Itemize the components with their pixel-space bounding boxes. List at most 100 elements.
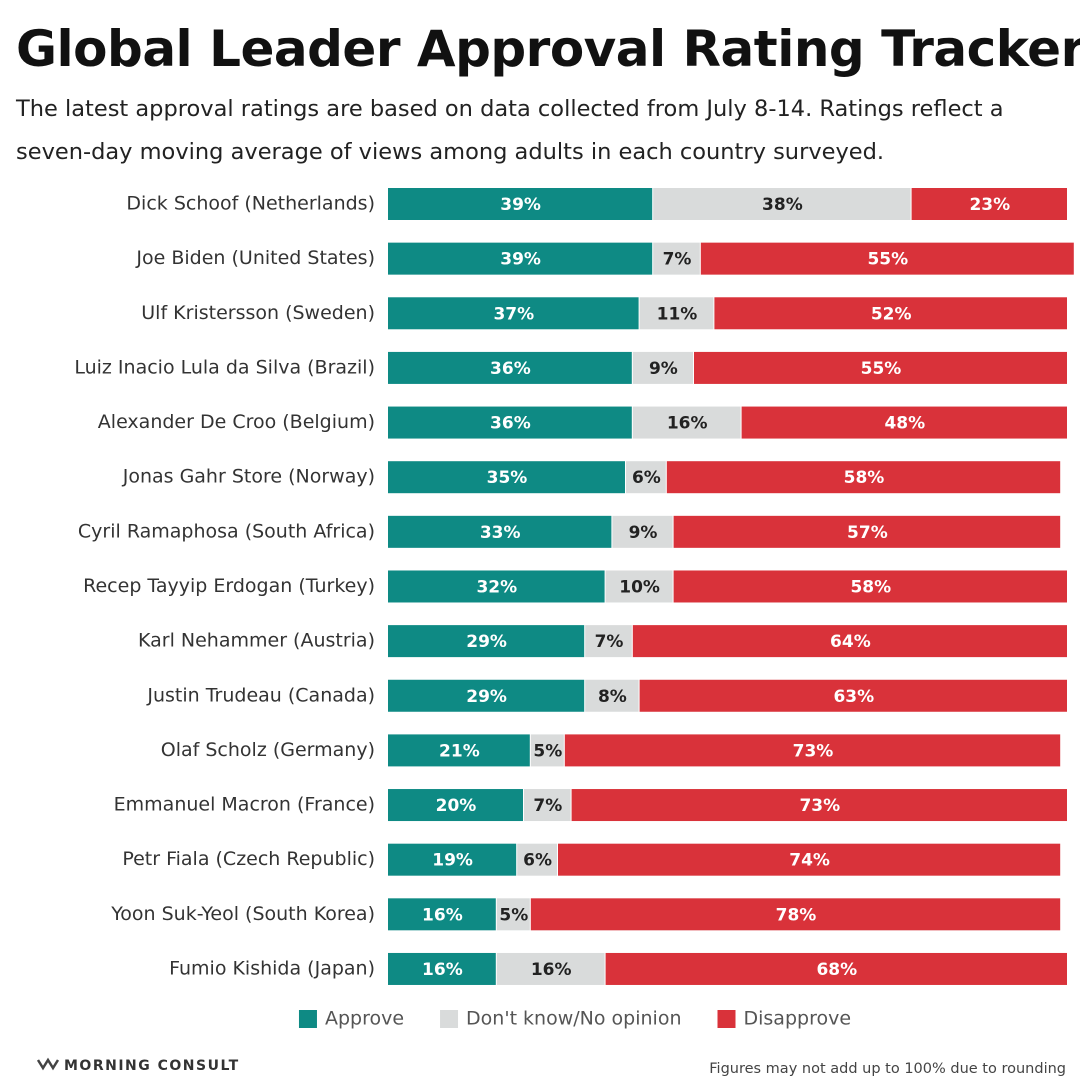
legend-label: Approve [325,1008,404,1030]
bar-segment [496,952,605,985]
value-label: 16% [667,414,708,434]
value-label: 7% [533,796,562,816]
bar-segment [530,734,564,767]
value-label: 48% [884,414,925,434]
bar-segment [714,297,1067,330]
bar-segment [639,297,714,330]
value-label: 8% [598,687,627,707]
value-label: 55% [867,250,908,270]
bar-segment [388,952,496,985]
value-label: 7% [595,632,624,652]
note: Figures may not add up to 100% due to ro… [709,1061,1066,1077]
category-label: Joe Biden (United States) [135,247,375,269]
bar-segment [673,570,1067,603]
bar-segment [585,679,639,712]
category-label: Petr Fiala (Czech Republic) [122,848,375,870]
value-label: 57% [847,523,888,543]
bar-segment [741,406,1067,439]
value-label: 9% [649,359,678,379]
bar-segment [388,898,496,931]
bar-segment [666,461,1061,494]
value-label: 73% [793,741,834,761]
bar-segment [632,406,741,439]
value-label: 29% [466,687,507,707]
bar-segment [388,242,653,275]
bar-segment [388,351,632,384]
bar-segment [558,843,1061,876]
value-label: 10% [619,577,660,597]
bar-segment [700,242,1074,275]
category-label: Cyril Ramaphosa (South Africa) [78,520,375,542]
category-label: Justin Trudeau (Canada) [146,684,375,706]
bar-segment [530,898,1061,931]
bar-segment [388,570,605,603]
bar-segment [639,679,1067,712]
source: MORNING CONSULT [64,1058,240,1074]
bar-segment [388,297,639,330]
value-label: 6% [523,851,552,871]
legend-swatch [440,1010,459,1028]
logo-mark [36,1057,60,1071]
bar-segment [632,625,1067,658]
value-label: 16% [422,960,463,980]
value-label: 6% [632,468,661,488]
bar-segment [388,461,625,494]
value-label: 39% [500,250,541,270]
value-label: 36% [490,414,531,434]
category-label: Luiz Inacio Lula da Silva (Brazil) [74,356,375,378]
category-label: Fumio Kishida (Japan) [169,957,375,979]
bar-segment [673,515,1061,548]
bar-segment [388,734,530,767]
value-label: 74% [789,851,830,871]
bar-segment [388,625,585,658]
category-label: Jonas Gahr Store (Norway) [122,466,375,488]
value-label: 58% [844,468,885,488]
bar-segment [626,461,666,494]
chart-title: Global Leader Approval Rating Tracker [16,20,1080,78]
bar-segment [605,570,673,603]
bar-segment [524,789,571,822]
legend-swatch [298,1010,317,1028]
value-label: 33% [480,523,521,543]
value-label: 9% [629,523,658,543]
value-label: 39% [500,195,541,215]
value-label: 35% [487,468,528,488]
legend-label: Disapprove [744,1008,852,1030]
category-label: Karl Nehammer (Austria) [138,630,375,652]
value-label: 37% [493,304,534,324]
value-label: 58% [850,577,891,597]
bar-segment [612,515,673,548]
bar-segment [653,242,700,275]
bar-segment [517,843,557,876]
category-label: Yoon Suk-Yeol (South Korea) [110,903,375,925]
legend-label: Don't know/No opinion [466,1008,681,1030]
bar-segment [388,789,523,822]
bar-segment [694,351,1067,384]
category-label: Ulf Kristersson (Sweden) [141,302,375,324]
value-label: 63% [833,687,874,707]
bar-segment [653,188,911,220]
value-label: 21% [439,741,480,761]
value-label: 5% [533,741,562,761]
value-label: 7% [663,250,692,270]
value-label: 23% [969,195,1010,215]
value-label: 52% [871,304,912,324]
value-label: 32% [476,577,517,597]
bar-segment [496,898,530,931]
value-label: 78% [776,905,817,925]
chart-subtitle: The latest approval ratings are based on… [16,96,1004,165]
value-label: 68% [816,960,857,980]
bar-segment [585,625,632,658]
value-label: 19% [432,851,473,871]
category-label: Emmanuel Macron (France) [114,794,375,816]
value-label: 73% [799,796,840,816]
bar-segment [632,351,693,384]
source-logo [36,1057,60,1071]
legend-swatch [717,1010,736,1028]
bar-segment [605,952,1067,985]
bar-segment [388,406,632,439]
value-label: 64% [830,632,871,652]
bar-segment [911,188,1067,220]
